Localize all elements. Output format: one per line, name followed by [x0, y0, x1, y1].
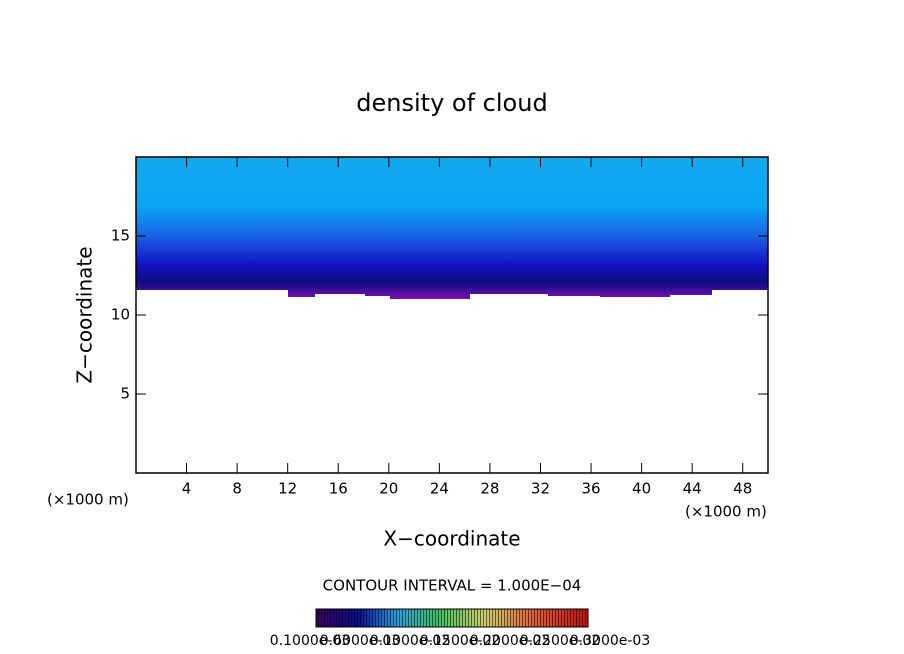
y-tick-label: 5 [120, 385, 130, 403]
x-tick-label: 48 [733, 480, 752, 498]
x-tick-label: 16 [329, 480, 348, 498]
colorbar-label: 0.2000e-02 [470, 633, 550, 649]
colorbar-label: 0.1000e-03 [270, 633, 350, 649]
y-tick-label: 15 [111, 227, 130, 245]
y-unit-label: (×1000 m) [47, 491, 129, 509]
colorbar-label: 0.3000e-03 [570, 633, 650, 649]
x-tick-label: 24 [430, 480, 449, 498]
chart-title: density of cloud [356, 89, 547, 117]
cloud-field [136, 157, 768, 299]
contour-interval: CONTOUR INTERVAL = 1.000E−04 [323, 577, 582, 595]
x-tick-label: 36 [581, 480, 600, 498]
x-tick-label: 32 [531, 480, 550, 498]
y-axis-label: Z−coordinate [73, 246, 97, 383]
x-tick-label: 40 [632, 480, 651, 498]
x-tick-label: 44 [683, 480, 702, 498]
colorbar-frame [315, 608, 589, 628]
colorbar-label: 0.2500e-02 [520, 633, 600, 649]
x-tick-label: 8 [232, 480, 242, 498]
y-tick-label: 10 [111, 306, 130, 324]
x-tick-label: 4 [182, 480, 192, 498]
colorbar-label: 0.1000e-02 [370, 633, 450, 649]
x-tick-label: 28 [480, 480, 499, 498]
x-axis-label: X−coordinate [383, 527, 520, 551]
x-tick-label: 12 [278, 480, 297, 498]
x-tick-label: 20 [379, 480, 398, 498]
colorbar-label: 0.6000e-03 [320, 633, 400, 649]
colorbar-label: 0.1500e-02 [420, 633, 500, 649]
x-unit-label: (×1000 m) [685, 503, 767, 521]
